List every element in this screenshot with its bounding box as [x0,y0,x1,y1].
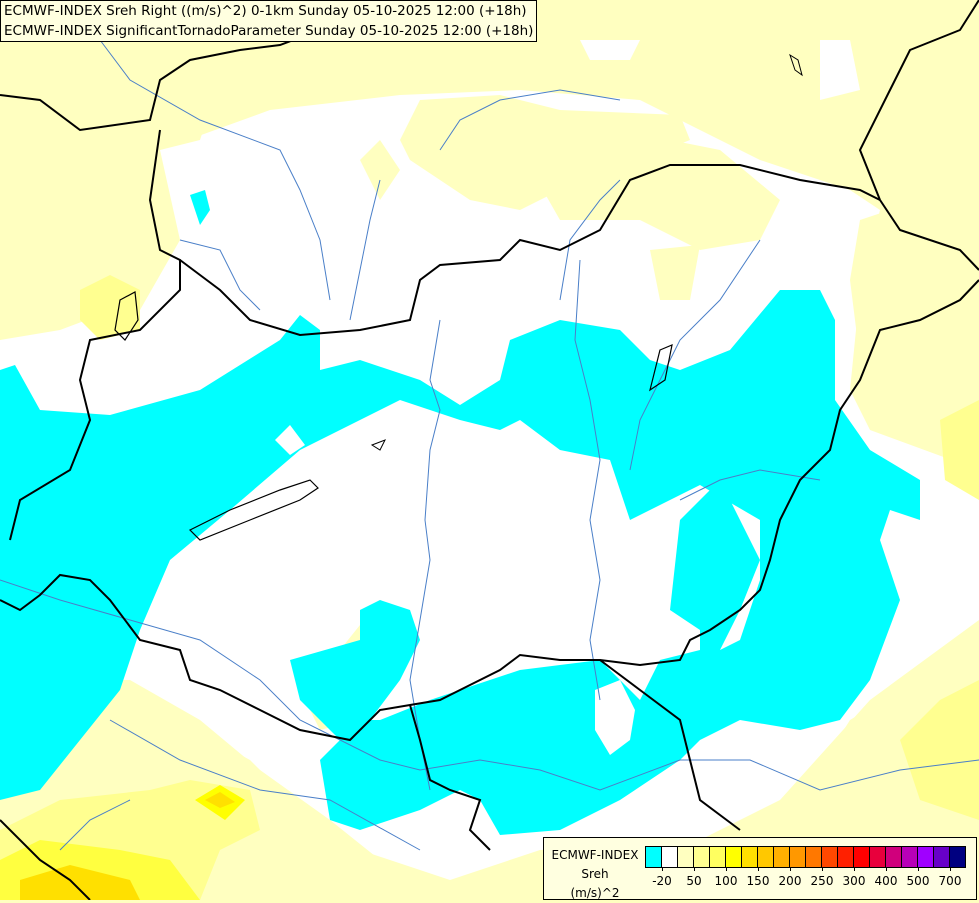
legend-tick-label: 50 [686,874,702,888]
legend-tick [694,867,695,871]
color-legend: ECMWF-INDEX Sreh (m/s)^2 -20 50 100 150 200 2… [543,837,977,900]
legend-tick [662,867,663,871]
legend-swatch [678,847,694,867]
legend-swatch [790,847,806,867]
legend-swatch [726,847,742,867]
rivers [0,39,979,851]
legend-swatch [870,847,886,867]
legend-tick-label: 250 [810,874,834,888]
legend-tick-label: 100 [714,874,738,888]
legend-swatch [646,847,662,867]
legend-swatch [806,847,822,867]
legend-swatch [838,847,854,867]
legend-tick-label: 400 [874,874,898,888]
legend-tick [918,867,919,871]
legend-swatch [742,847,758,867]
map-title: ECMWF-INDEX Sreh Right ((m/s)^2) 0-1km S… [0,0,538,42]
legend-swatch [822,847,838,867]
legend-title-line-2: Sreh [581,867,609,881]
cyan-negative-areas [0,190,920,835]
legend-tick [950,867,951,871]
legend-tick [854,867,855,871]
legend-swatch [902,847,918,867]
legend-tick-label: 200 [778,874,802,888]
legend-swatch [662,847,678,867]
legend-title-line-3: (m/s)^2 [570,886,620,900]
legend-swatch [774,847,790,867]
legend-tick [726,867,727,871]
legend-swatch [950,847,965,867]
legend-swatch [694,847,710,867]
title-line-2: ECMWF-INDEX SignificantTornadoParameter … [4,23,534,39]
legend-swatches [645,846,966,868]
legend-tick [758,867,759,871]
legend-tick-label: -20 [652,874,672,888]
legend-tick [822,867,823,871]
legend-swatch [934,847,950,867]
legend-tick-label: 500 [906,874,930,888]
legend-swatch [854,847,870,867]
legend-swatch [918,847,934,867]
legend-tick [886,867,887,871]
legend-tick-label: 700 [938,874,962,888]
legend-title: ECMWF-INDEX Sreh (m/s)^2 [548,846,642,903]
legend-swatch [758,847,774,867]
legend-tick [790,867,791,871]
legend-swatch [710,847,726,867]
title-line-1: ECMWF-INDEX Sreh Right ((m/s)^2) 0-1km S… [4,3,527,19]
legend-title-line-1: ECMWF-INDEX [551,848,639,862]
legend-swatch [886,847,902,867]
legend-tick-label: 150 [746,874,770,888]
yellow-patches [0,275,979,900]
legend-tick-label: 300 [842,874,866,888]
